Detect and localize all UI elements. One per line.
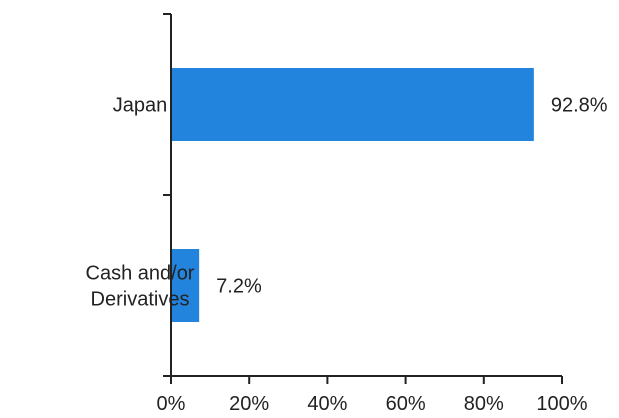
category-label-line: Cash and/or (86, 263, 195, 285)
x-tick-label-2: 40% (307, 393, 347, 415)
category-label-0: Japan (113, 95, 168, 117)
value-label-0: 92.8% (551, 95, 608, 117)
bar-1 (172, 249, 200, 322)
x-tick-label-0: 0% (157, 393, 186, 415)
axes-layer (163, 13, 563, 384)
value-label-1: 7.2% (216, 276, 262, 298)
x-tick-label-3: 60% (386, 393, 426, 415)
category-label-line: Japan (113, 95, 168, 117)
x-tick-label-4: 80% (464, 393, 504, 415)
bar-0 (172, 68, 534, 141)
labels-layer: Japan 92.8% Cash and/or Derivatives 7.2% 0% 20… (86, 95, 608, 416)
category-label-1: Cash and/or Derivatives (86, 263, 195, 311)
x-tick-label-1: 20% (229, 393, 269, 415)
category-label-line: Derivatives (91, 289, 190, 311)
bars-layer (172, 68, 534, 322)
x-tick-label-5: 100% (536, 393, 587, 415)
